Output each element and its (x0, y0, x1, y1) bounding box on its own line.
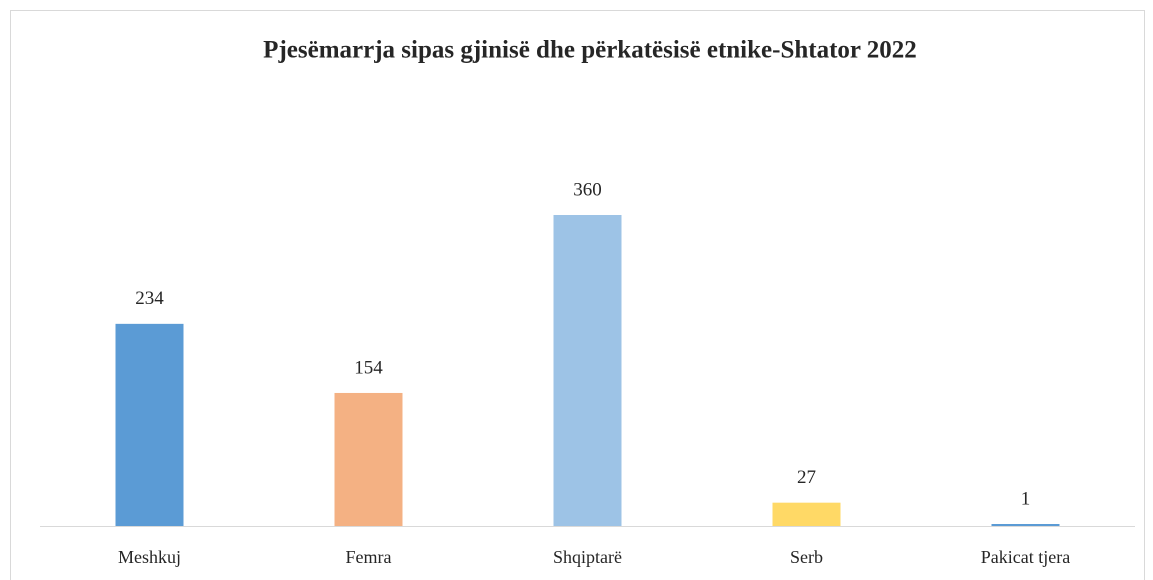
bar (334, 392, 403, 526)
bar (991, 524, 1060, 526)
x-tick-label: Serb (790, 547, 823, 567)
data-label: 360 (573, 179, 602, 200)
bar (772, 502, 841, 526)
x-tick-label: Shqiptarë (553, 547, 622, 567)
data-label: 1 (1021, 488, 1031, 509)
x-tick-label: Pakicat tjera (981, 547, 1070, 567)
x-tick-label: Meshkuj (118, 547, 181, 567)
bar (553, 215, 622, 526)
data-label: 154 (354, 357, 383, 378)
data-label: 27 (797, 467, 816, 488)
bar (115, 323, 184, 526)
x-tick-label: Femra (346, 547, 392, 567)
chart-title: Pjesëmarrja sipas gjinisë dhe përkatësis… (263, 37, 917, 64)
data-label: 234 (135, 288, 164, 309)
